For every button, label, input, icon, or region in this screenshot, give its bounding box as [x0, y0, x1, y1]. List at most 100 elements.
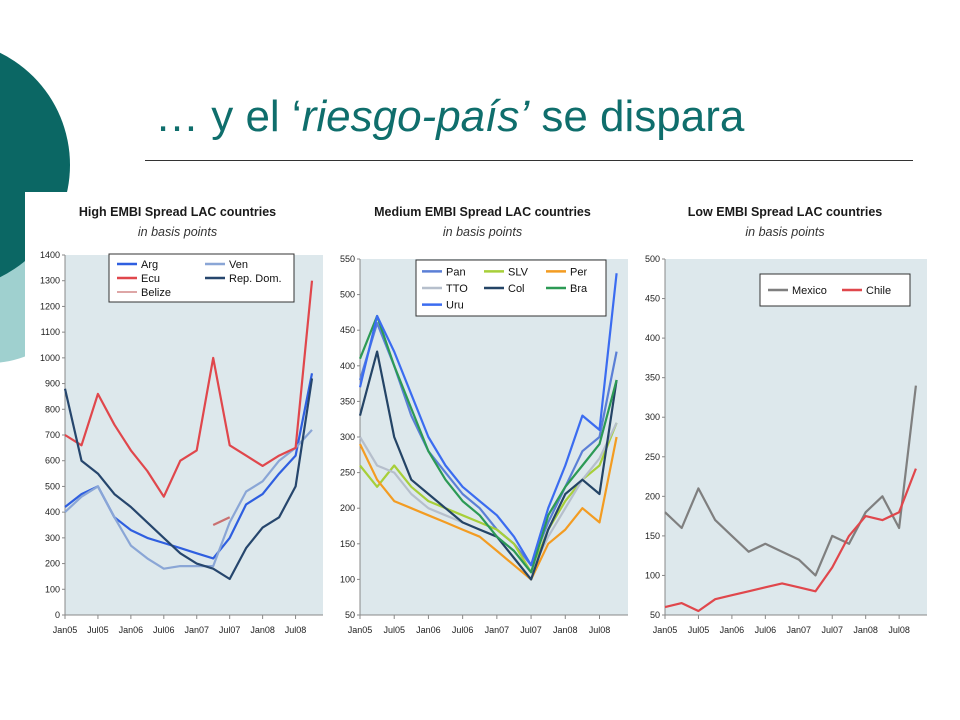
- x-tick-label: Jan06: [720, 625, 745, 635]
- legend-label: Uru: [446, 300, 464, 312]
- legend-label: Mexico: [792, 285, 827, 297]
- x-tick-label: Jan06: [416, 625, 441, 635]
- legend-label: SLV: [508, 266, 529, 278]
- chart-low-embi: Low EMBI Spread LAC countries in basis po…: [635, 192, 935, 647]
- x-tick-label: Jul07: [821, 625, 843, 635]
- series-line-ecu: [64, 280, 314, 498]
- x-tick-label: Jul06: [153, 625, 175, 635]
- y-tick-label: 1100: [41, 327, 60, 337]
- y-tick-label: 200: [340, 503, 355, 513]
- legend-label: Per: [570, 266, 587, 278]
- y-tick-label: 150: [340, 539, 355, 549]
- chart-subtitle: in basis points: [138, 225, 217, 239]
- slide-title: … y el ‘riesgo-país’ se dispara: [155, 92, 744, 142]
- chart-subtitle: in basis points: [745, 225, 824, 239]
- chart-title: Low EMBI Spread LAC countries: [688, 205, 883, 219]
- y-tick-label: 800: [45, 404, 60, 414]
- y-tick-label: 100: [340, 574, 355, 584]
- x-tick-label: Jan07: [184, 625, 209, 635]
- plot-area: [665, 259, 927, 615]
- x-tick-label: Jan08: [553, 625, 578, 635]
- legend-label: Rep. Dom.: [229, 273, 282, 285]
- legend-label: Bra: [570, 283, 588, 295]
- series-line-uru: [358, 273, 618, 567]
- y-tick-label: 50: [345, 610, 355, 620]
- x-tick-label: Jan05: [53, 625, 78, 635]
- legend-label: Ven: [229, 259, 248, 271]
- x-tick-label: Jul05: [688, 625, 710, 635]
- chart-svg: High EMBI Spread LAC countries in basis p…: [40, 205, 323, 635]
- x-tick-label: Jan08: [250, 625, 275, 635]
- y-tick-label: 450: [340, 325, 355, 335]
- y-tick-label: 0: [55, 610, 60, 620]
- series-line-per: [359, 436, 618, 581]
- x-tick-label: Jan05: [653, 625, 678, 635]
- x-tick-label: Jul08: [285, 625, 307, 635]
- chart-subtitle: in basis points: [443, 225, 522, 239]
- y-tick-label: 700: [45, 430, 60, 440]
- legend-label: Chile: [866, 285, 891, 297]
- x-tick-label: Jul05: [87, 625, 109, 635]
- y-tick-label: 1000: [40, 353, 60, 363]
- chart-legend: Arg Ven Ecu Rep. Dom. Belize: [108, 253, 295, 303]
- chart-high-embi: High EMBI Spread LAC countries in basis p…: [25, 192, 330, 647]
- y-tick-label: 500: [340, 290, 355, 300]
- x-tick-label: Jan05: [348, 625, 373, 635]
- series-line-belize: [212, 516, 231, 526]
- y-tick-label: 250: [340, 468, 355, 478]
- title-italic: riesgo-país’: [301, 92, 530, 141]
- chart-svg: Low EMBI Spread LAC countries in basis po…: [645, 205, 927, 635]
- plot-area: [65, 255, 323, 615]
- title-underline: [145, 160, 913, 161]
- series-line-rep-dom-: [63, 378, 314, 581]
- charts-image: High EMBI Spread LAC countries in basis p…: [25, 192, 935, 647]
- y-tick-label: 450: [645, 294, 660, 304]
- plot-area: [360, 259, 628, 615]
- legend-label: Pan: [446, 266, 466, 278]
- x-tick-label: Jan08: [853, 625, 878, 635]
- chart-title: High EMBI Spread LAC countries: [79, 205, 276, 219]
- y-tick-label: 350: [340, 396, 355, 406]
- y-tick-label: 50: [650, 610, 660, 620]
- chart-medium-embi: Medium EMBI Spread LAC countries in basis…: [330, 192, 635, 647]
- y-tick-label: 200: [645, 491, 660, 501]
- series-line-ven: [64, 429, 313, 570]
- legend-label: Col: [508, 283, 525, 295]
- series-line-bra: [358, 314, 618, 574]
- series-line-col: [358, 350, 618, 581]
- legend-label: Ecu: [141, 273, 160, 285]
- chart-title: Medium EMBI Spread LAC countries: [374, 205, 591, 219]
- chart-svg: Medium EMBI Spread LAC countries in basis…: [340, 205, 628, 635]
- legend-box: [108, 253, 295, 303]
- legend-label: Arg: [141, 259, 158, 271]
- y-tick-label: 200: [45, 559, 60, 569]
- title-prefix: … y el ‘: [155, 92, 302, 141]
- y-tick-label: 150: [645, 531, 660, 541]
- series-line-pan: [358, 322, 618, 567]
- y-tick-label: 250: [645, 452, 660, 462]
- y-tick-label: 300: [340, 432, 355, 442]
- y-tick-label: 900: [45, 379, 60, 389]
- y-tick-label: 350: [645, 373, 660, 383]
- y-tick-label: 400: [45, 507, 60, 517]
- chart-legend: Mexico Chile: [759, 273, 911, 307]
- x-tick-label: Jul07: [219, 625, 241, 635]
- x-tick-label: Jan06: [119, 625, 144, 635]
- x-tick-label: Jan07: [485, 625, 510, 635]
- x-tick-label: Jul08: [888, 625, 910, 635]
- y-tick-label: 1400: [40, 250, 60, 260]
- chart-legend: Pan SLV Per TTO Col Bra Uru: [415, 259, 607, 317]
- y-tick-label: 500: [645, 254, 660, 264]
- y-tick-label: 400: [340, 361, 355, 371]
- legend-label: Belize: [141, 287, 171, 299]
- x-tick-label: Jul05: [383, 625, 405, 635]
- y-tick-label: 600: [45, 456, 60, 466]
- y-tick-label: 500: [45, 481, 60, 491]
- title-suffix: se dispara: [529, 92, 745, 141]
- x-tick-label: Jul06: [755, 625, 777, 635]
- series-line-chile: [664, 468, 917, 613]
- y-tick-label: 1300: [40, 276, 60, 286]
- series-line-mexico: [664, 385, 917, 577]
- x-tick-label: Jul06: [452, 625, 474, 635]
- legend-box: [415, 259, 607, 317]
